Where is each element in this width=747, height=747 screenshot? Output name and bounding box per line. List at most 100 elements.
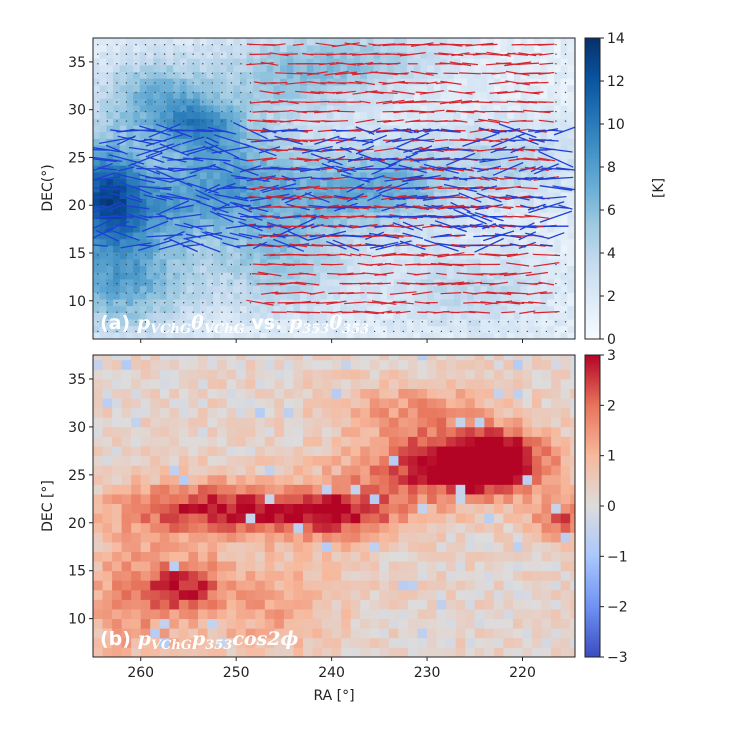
correlation-cell [112,609,123,620]
intensity-cell [306,44,315,52]
intensity-cell [233,104,241,113]
intensity-cell [260,205,268,213]
intensity-cell [326,64,335,73]
intensity-cell [119,91,127,99]
vector-dot [211,311,213,313]
intensity-cell [313,245,321,253]
vector-dot [192,101,194,103]
vector-vchg [93,156,123,163]
panel-label-part: VChG [204,322,245,337]
correlation-cell [112,637,123,648]
intensity-cell [273,238,281,246]
intensity-cell [313,124,321,133]
vector-353 [464,91,476,94]
intensity-cell [380,238,388,246]
vector-vchg [392,222,414,231]
intensity-cell [460,265,468,273]
intensity-cell [173,178,181,186]
intensity-cell [113,91,121,99]
intensity-cell [179,91,188,99]
intensity-cell [146,71,154,79]
vector-353 [295,90,321,95]
intensity-cell [133,238,141,246]
intensity-cell [333,84,341,93]
correlation-cell [102,522,113,533]
intensity-cell [139,104,148,113]
vector-vchg [539,146,573,153]
vector-dot [125,63,128,65]
intensity-cell [166,325,174,333]
intensity-cell [407,44,415,52]
intensity-cell [193,64,201,73]
intensity-cell [340,265,348,273]
intensity-cell [186,278,194,287]
intensity-cell [326,305,335,313]
intensity-cell [560,325,568,333]
intensity-cell [547,198,555,206]
intensity-cell [353,238,361,246]
intensity-cell [547,58,555,66]
intensity-cell [540,158,548,166]
intensity-cell [547,84,555,93]
vector-dot [173,63,175,65]
intensity-cell [360,71,368,79]
intensity-cell [113,58,121,66]
intensity-cell [520,118,528,126]
intensity-cell [213,272,221,280]
intensity-cell [213,104,221,113]
vector-vchg [153,165,176,173]
intensity-cell [340,158,348,166]
intensity-cell [480,111,488,119]
correlation-cell [112,465,123,476]
intensity-cell [380,198,388,206]
vector-dot [154,263,156,266]
intensity-cell [186,158,194,166]
intensity-cell [507,38,515,46]
correlation-cell [112,589,123,600]
intensity-cell [239,71,248,79]
intensity-cell [99,91,107,99]
vector-dot [135,311,137,313]
vector-vchg [492,162,524,176]
intensity-cell [186,265,194,273]
vector-dot [230,311,233,313]
intensity-cell [206,245,214,253]
intensity-cell [333,305,341,313]
intensity-cell [413,245,421,253]
vector-dot [154,273,156,275]
intensity-cell [260,104,268,113]
intensity-cell [173,252,181,260]
intensity-cell [513,151,522,159]
intensity-cell [253,84,261,93]
intensity-cell [246,265,254,273]
vector-dot [211,330,213,333]
vector-dot [183,263,185,266]
intensity-cell [260,185,268,193]
intensity-cell [119,211,127,220]
intensity-cell [179,325,188,333]
intensity-cell [440,332,448,339]
intensity-cell [93,332,101,339]
intensity-cell [366,178,375,186]
vector-vchg [447,147,474,152]
vector-dot [154,282,156,285]
intensity-cell [119,198,127,206]
intensity-cell [540,312,548,320]
intensity-cell [400,84,408,93]
vector-353 [263,253,276,256]
intensity-cell [113,151,121,159]
intensity-cell [166,111,174,119]
correlation-cell [93,474,103,485]
vector-dot [163,72,166,75]
intensity-cell [326,58,335,66]
vector-353 [285,81,311,85]
intensity-cell [366,191,375,200]
intensity-cell [293,151,301,159]
intensity-cell [159,332,168,339]
intensity-cell [260,318,268,327]
intensity-cell [433,91,442,99]
vector-dot [202,101,204,103]
intensity-cell [293,158,301,166]
correlation-cell [93,532,103,543]
intensity-cell [146,238,154,246]
